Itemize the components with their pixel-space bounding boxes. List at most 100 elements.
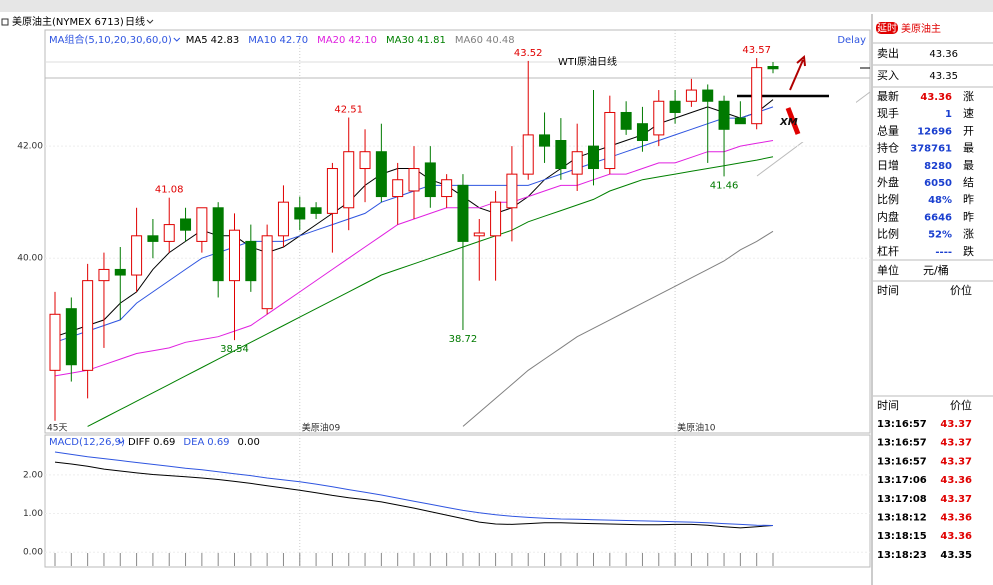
ma-line	[87, 156, 774, 427]
macd-value: 0.00	[238, 437, 260, 448]
candle-body	[49, 313, 61, 371]
row-value: 6646	[924, 212, 952, 223]
legend-value: 42.83	[211, 35, 240, 46]
symbol: 美原油主(NYMEX 6713)	[12, 15, 124, 28]
row-extra: 速	[963, 107, 974, 120]
y-tick-label: 40.00	[17, 254, 43, 264]
dropdown-icon	[117, 439, 125, 444]
candle-body	[669, 100, 681, 113]
window-icon	[1, 18, 9, 26]
candle-body	[718, 100, 730, 130]
candle-body	[636, 123, 648, 142]
candle-body	[196, 207, 208, 242]
candle-body	[424, 162, 436, 198]
y-tick-label: 2.00	[23, 470, 43, 480]
quote-price: 43.36	[929, 49, 958, 60]
logo-box	[774, 100, 856, 142]
macd-line	[54, 461, 774, 529]
candle-body	[114, 268, 126, 276]
price-panel	[44, 29, 871, 434]
candle-body	[441, 179, 453, 198]
row-value: ----	[935, 247, 952, 258]
period[interactable]: 日线	[125, 15, 145, 28]
unit-label: 单位	[877, 263, 899, 277]
macd-line	[54, 451, 774, 526]
x-tick-label: 美原油10	[677, 422, 716, 434]
candle-body	[229, 229, 240, 282]
macd-legend-value: 0.69	[207, 437, 229, 448]
macd-legend-value: 0.69	[153, 437, 175, 448]
row-label: 内盘	[877, 209, 899, 223]
candle-body	[277, 201, 289, 237]
candle-body	[506, 173, 518, 209]
trade-price: 43.37	[940, 419, 972, 430]
extreme-label: 41.46	[710, 180, 739, 191]
extreme-label: 38.72	[449, 334, 478, 345]
candle-body	[375, 151, 387, 198]
dropdown-icon[interactable]	[146, 19, 154, 24]
row-label: 现手	[877, 106, 899, 120]
row-label: 持仓	[877, 141, 899, 155]
y-tick-label: 1.00	[23, 509, 43, 519]
candle-body	[392, 179, 404, 198]
ma-line	[462, 230, 774, 427]
candle-body	[212, 207, 224, 282]
trade-time: 13:18:12	[877, 513, 927, 524]
row-extra: 涨	[963, 90, 974, 103]
quote-title: 美原油主	[901, 22, 941, 35]
trade-price: 43.37	[940, 456, 972, 467]
candle-body	[571, 151, 583, 175]
y-tick-label: 0.00	[23, 548, 43, 558]
trade-time: 13:17:08	[877, 494, 927, 505]
candle-body	[604, 111, 616, 170]
x-tick-label: 美原油09	[302, 422, 341, 434]
unit: 元/桶	[923, 263, 949, 277]
candle-body	[685, 89, 697, 102]
delay: Delay	[837, 35, 866, 46]
legend-value: 41.81	[417, 35, 446, 46]
row-extra: 涨	[963, 228, 974, 241]
candle-body	[359, 151, 371, 170]
time-header: 时间	[877, 399, 899, 412]
candle-body	[702, 89, 714, 102]
candle-body	[98, 268, 110, 282]
extreme-label: 43.52	[514, 48, 543, 59]
legend-name: MA20	[317, 35, 345, 46]
row-extra: 昨	[963, 193, 974, 206]
candle-body	[82, 280, 94, 371]
row-extra: 跌	[963, 244, 974, 258]
trade-price: 43.36	[940, 531, 972, 542]
macd-panel	[44, 434, 871, 568]
row-value: 43.36	[920, 92, 952, 103]
row-extra: 昨	[963, 210, 974, 223]
candle-body	[620, 111, 632, 130]
trade-price: 43.37	[940, 438, 972, 449]
y-tick-label: 42.00	[17, 142, 43, 152]
trade-time: 13:16:57	[877, 438, 927, 449]
ma-group[interactable]: MA组合(5,10,20,30,60,0)	[49, 33, 172, 46]
extreme-label: 41.08	[155, 185, 184, 196]
trade-time: 13:16:57	[877, 419, 927, 430]
candle-body	[163, 224, 175, 242]
legend-name: MA60	[455, 35, 483, 46]
candle-body	[457, 184, 469, 242]
candle-body	[261, 235, 273, 310]
candle-body	[588, 145, 599, 170]
candle-body	[767, 66, 779, 70]
extreme-label: 43.57	[742, 45, 771, 56]
ma-line	[54, 106, 774, 343]
quote-price: 43.35	[929, 71, 958, 82]
legend-value: 42.10	[348, 35, 377, 46]
candle-body	[131, 235, 143, 276]
price-header: 价位	[950, 283, 972, 297]
extreme-label: 38.54	[220, 344, 249, 355]
candle-body	[473, 232, 485, 237]
trade-price: 43.36	[940, 513, 972, 524]
extreme-label: 42.51	[334, 105, 363, 116]
row-value: 378761	[910, 144, 952, 155]
trade-price: 43.35	[940, 550, 972, 561]
candle-body	[490, 201, 502, 237]
row-extra: 最	[963, 142, 974, 155]
trade-time: 13:18:23	[877, 550, 927, 561]
